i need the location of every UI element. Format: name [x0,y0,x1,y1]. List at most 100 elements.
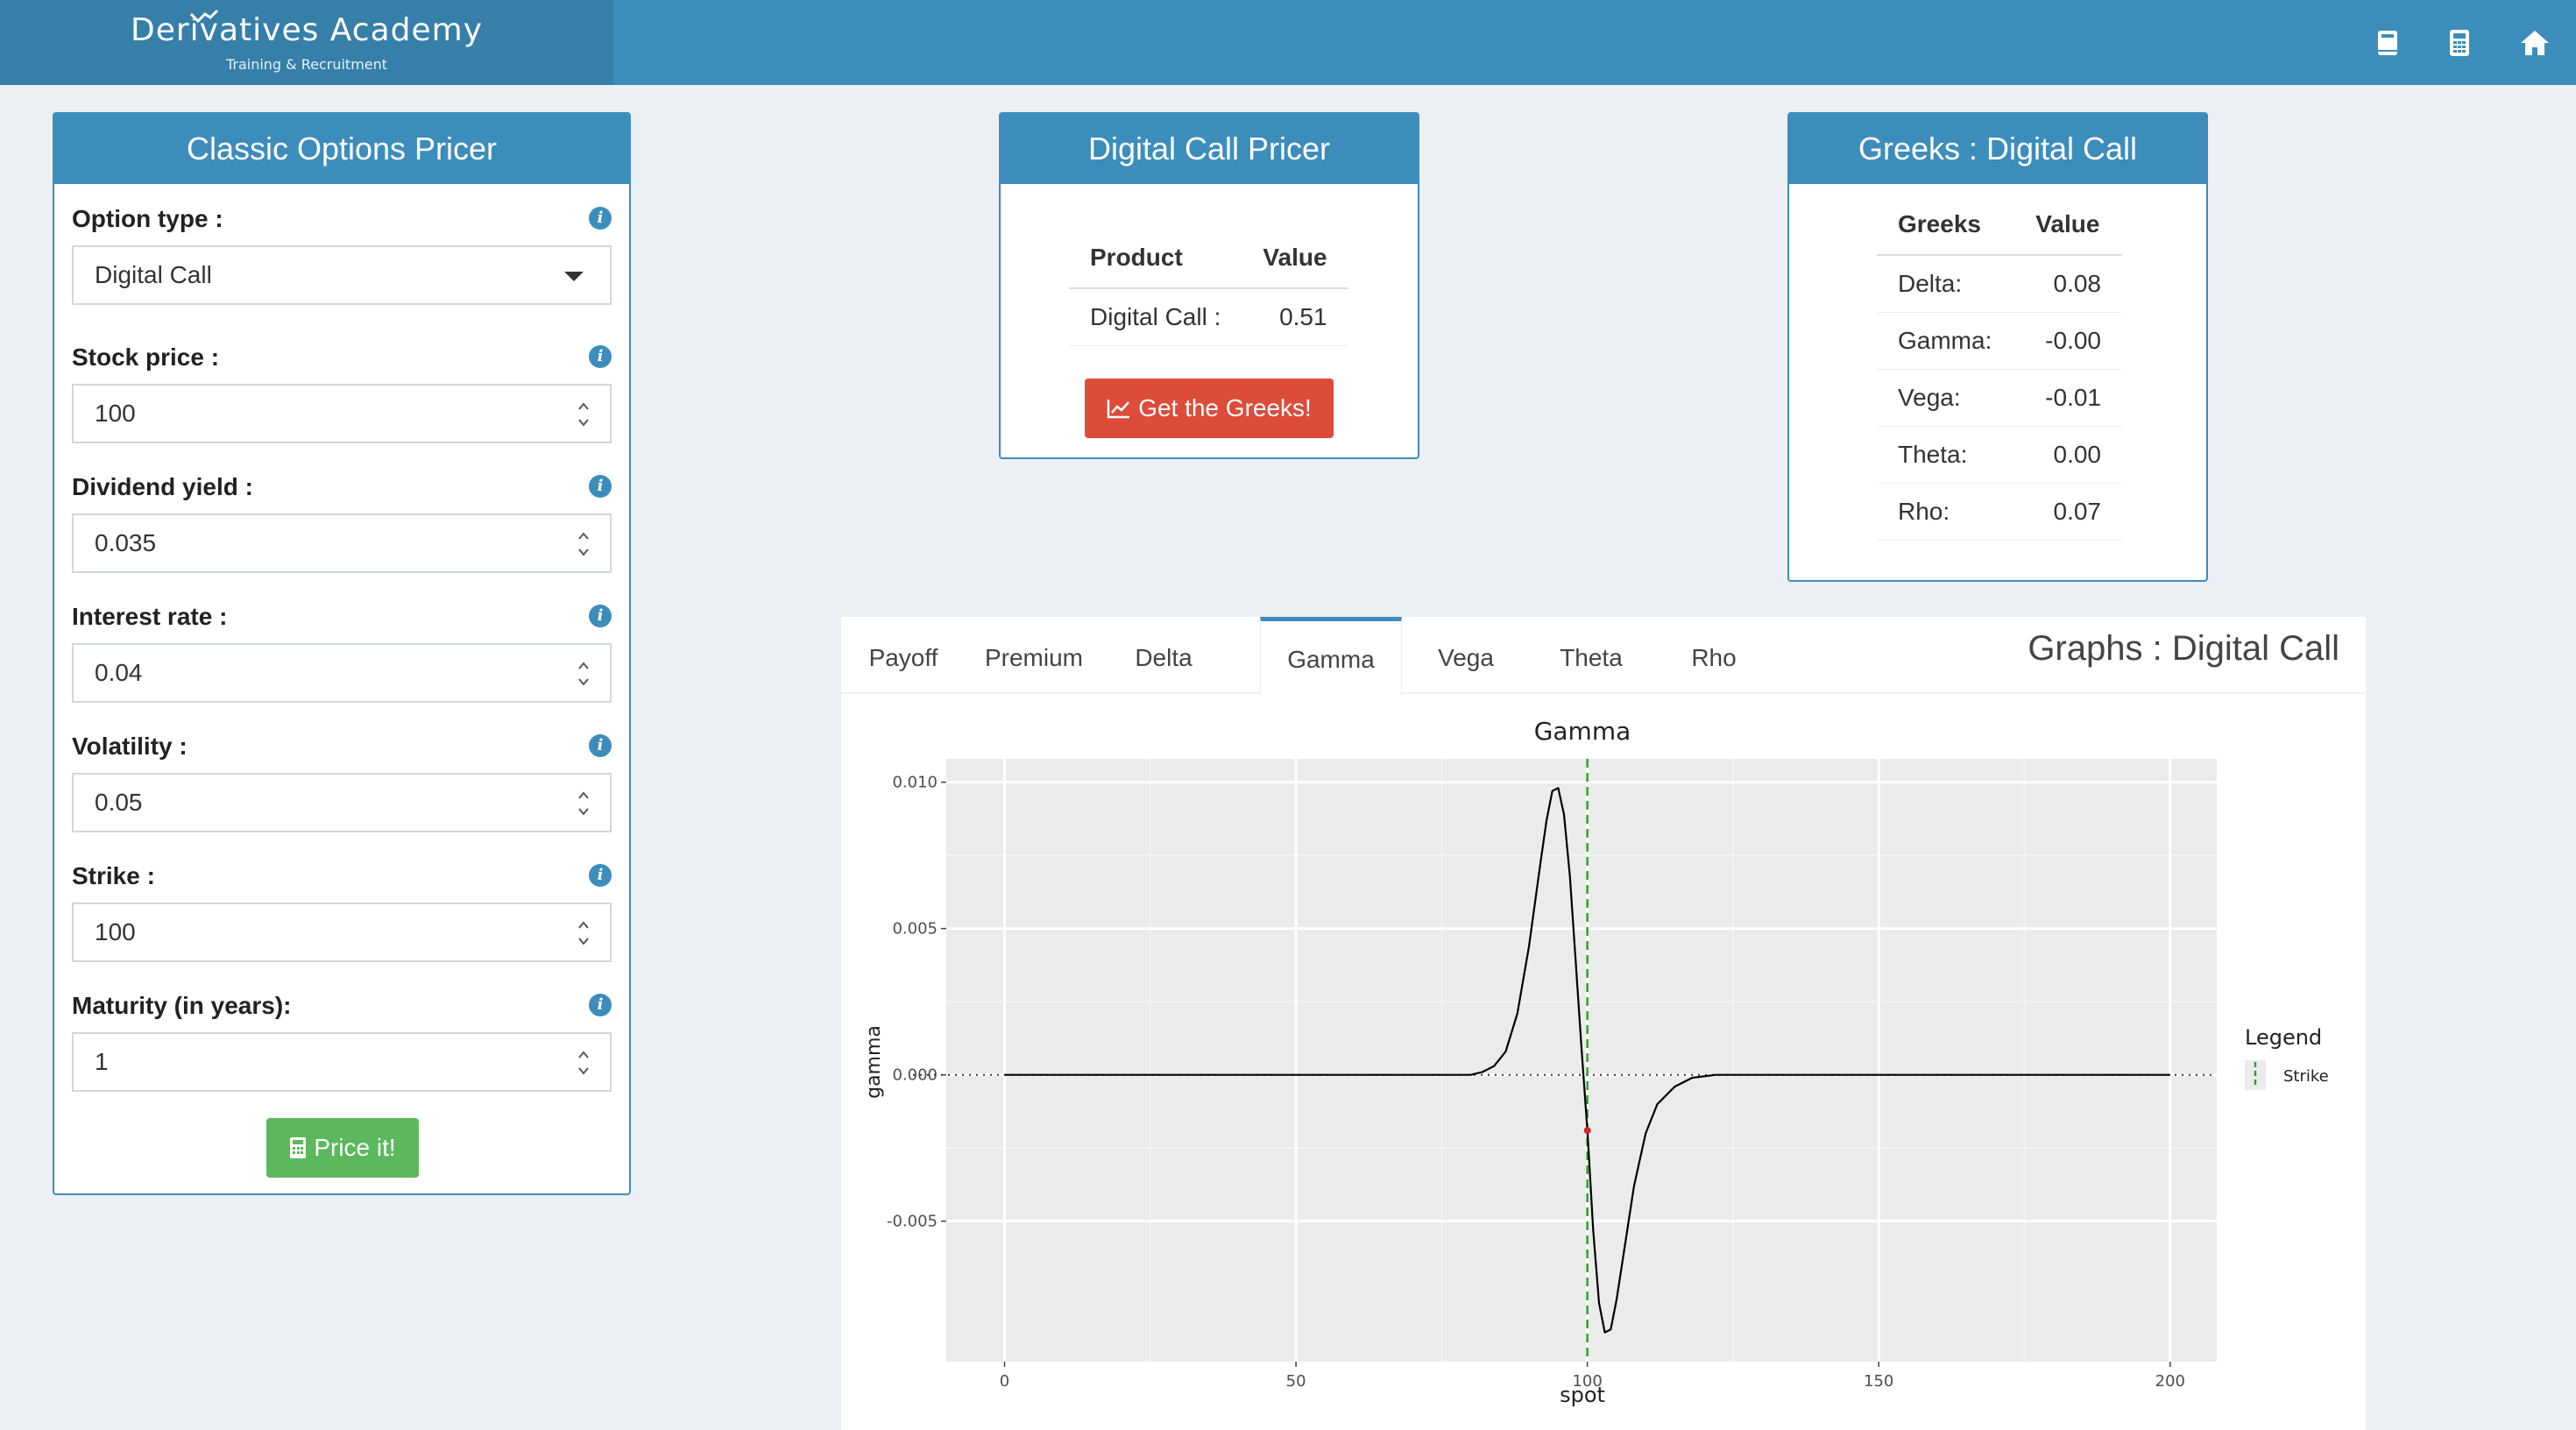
digital-call-pricer-box: Digital Call Pricer Product Value Digita… [999,112,1419,459]
y-axis-label: gamma [863,1025,885,1099]
logo-check-icon [189,9,219,24]
home-icon[interactable] [2518,26,2551,60]
plot-area: 0 50 100 150 200 -0.005 0.000 0.005 0.010 Strike [887,759,2329,1391]
top-navbar: Derivatives Academy Training & Recruitme… [0,0,2576,85]
greek-value: -0.01 [2014,369,2122,427]
interest-rate-value: 0.04 [95,659,143,686]
tab-gamma[interactable]: Gamma [1260,617,1402,696]
gamma-chart: Gamma spot gamma Legend 0 50 100 150 200 -0.0… [863,717,2329,1407]
greeks-table: Greeks Value Delta: 0.08 Gamma: -0.00 Vega… [1877,195,2122,541]
product-cell: Digital Call : [1069,288,1242,346]
spinner-icon[interactable] [577,789,591,818]
get-greeks-label: Get the Greeks! [1138,394,1312,421]
stock-price-value: 100 [95,400,136,427]
calculator-icon[interactable] [2443,26,2476,60]
maturity-label: Maturity (in years): [72,992,292,1019]
strike-input[interactable]: 100 [72,903,612,962]
chart-title: Gamma [1534,717,1631,746]
greek-value: 0.00 [2014,426,2122,484]
info-icon[interactable]: i [589,345,612,368]
spinner-icon[interactable] [577,659,591,689]
greek-value: -0.00 [2014,312,2122,370]
spinner-icon[interactable] [577,1048,591,1078]
y-tick-label: -0.005 [887,1213,938,1231]
greeks-box: Greeks : Digital Call Greeks Value Delta… [1787,112,2208,582]
greek-value: 0.08 [2014,255,2122,313]
tab-premium[interactable]: Premium [984,644,1083,671]
greek-value: 0.07 [2014,483,2122,541]
x-tick-label: 50 [1286,1372,1306,1391]
spinner-icon[interactable] [577,529,591,559]
product-column-header: Product [1069,228,1242,289]
tab-theta[interactable]: Theta [1560,644,1623,671]
x-tick-label: 200 [2155,1372,2185,1391]
stock-price-input[interactable]: 100 [72,384,612,443]
x-axis-label: spot [1560,1383,1605,1407]
value-column-header: Value [2014,195,2122,256]
interest-rate-input[interactable]: 0.04 [72,643,612,703]
table-row: Gamma: -0.00 [1877,312,2122,370]
volatility-label: Volatility : [72,733,188,760]
x-tick-label: 100 [1572,1372,1602,1391]
spinner-icon[interactable] [577,400,591,429]
tab-rho[interactable]: Rho [1691,644,1737,671]
spinner-icon[interactable] [577,918,591,948]
info-icon[interactable]: i [589,994,612,1016]
legend-label: Strike [2283,1067,2329,1086]
graphs-panel: Payoff Premium Delta Gamma Vega Theta Rh… [841,617,2366,1430]
table-row: Delta: 0.08 [1877,255,2122,313]
info-icon[interactable]: i [589,207,612,230]
pricer-title: Classic Options Pricer [54,114,629,184]
current-spot-point [1583,1127,1591,1135]
table-row: Digital Call : 0.51 [1069,288,1348,346]
brand-logo[interactable]: Derivatives Academy Training & Recruitme… [0,0,613,85]
value-cell: 0.51 [1242,288,1348,346]
x-tick-label: 150 [1864,1372,1893,1391]
classic-options-pricer-box: Classic Options Pricer Option type : i D… [53,112,631,1195]
brand-subtitle: Training & Recruitment [225,56,388,73]
info-icon[interactable]: i [589,734,612,757]
brand-title: Derivatives Academy [130,12,484,48]
info-icon[interactable]: i [589,475,612,498]
greek-name: Rho: [1877,483,2015,541]
chevron-down-icon [564,272,584,281]
greek-name: Vega: [1877,369,2015,427]
greeks-title: Greeks : Digital Call [1789,114,2206,184]
dividend-yield-input[interactable]: 0.035 [72,513,612,573]
digital-pricer-title: Digital Call Pricer [1001,114,1418,184]
graphs-title: Graphs : Digital Call [2028,629,2339,668]
volatility-input[interactable]: 0.05 [72,773,612,832]
option-type-value: Digital Call [95,261,212,288]
price-it-button[interactable]: Price it! [266,1118,419,1178]
get-greeks-button[interactable]: Get the Greeks! [1085,379,1334,438]
line-chart-icon [1107,400,1130,419]
stock-price-label: Stock price : [72,343,220,371]
option-type-label: Option type : [72,205,223,232]
table-row: Rho: 0.07 [1877,483,2122,541]
greek-name: Delta: [1877,255,2015,313]
y-tick-label: 0.010 [892,774,938,792]
maturity-input[interactable]: 1 [72,1032,612,1092]
maturity-value: 1 [95,1048,109,1075]
table-row: Vega: -0.01 [1877,369,2122,427]
strike-value: 100 [95,918,136,945]
volatility-value: 0.05 [95,789,143,816]
option-type-select[interactable]: Digital Call [72,245,612,305]
graph-tabs: Payoff Premium Delta Gamma Vega Theta Rh… [841,617,2366,696]
tab-vega[interactable]: Vega [1438,644,1494,671]
dividend-yield-label: Dividend yield : [72,473,253,500]
legend-title: Legend [2245,1025,2322,1050]
tab-delta[interactable]: Delta [1135,644,1192,671]
book-icon[interactable] [2371,26,2404,60]
strike-label: Strike : [72,862,155,889]
info-icon[interactable]: i [589,605,612,627]
x-tick-label: 0 [1000,1372,1009,1391]
y-tick-label: 0.000 [892,1066,938,1085]
interest-rate-label: Interest rate : [72,603,228,630]
tab-payoff[interactable]: Payoff [868,644,938,671]
greek-name: Gamma: [1877,312,2015,370]
info-icon[interactable]: i [589,864,612,887]
price-it-label: Price it! [314,1134,396,1161]
gamma-series-line [1004,787,2170,1334]
table-row: Theta: 0.00 [1877,426,2122,484]
